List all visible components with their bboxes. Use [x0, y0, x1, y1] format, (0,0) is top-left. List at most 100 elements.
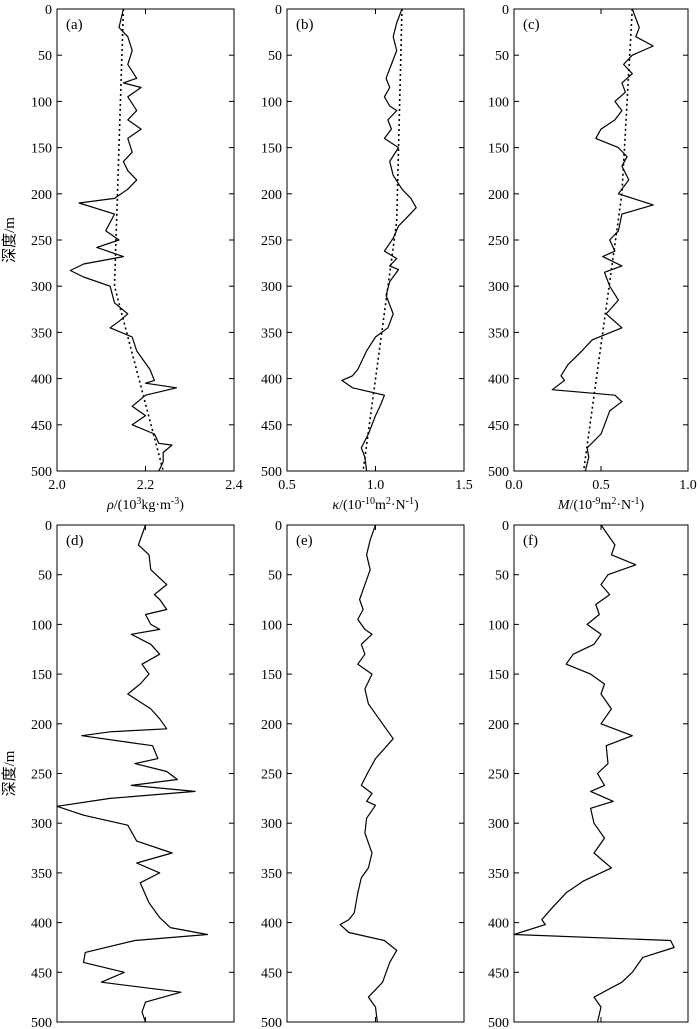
x-axis-label-part: -9	[592, 496, 600, 507]
y-tick-label: 250	[31, 234, 52, 249]
x-axis-label-part: 2	[611, 496, 616, 507]
y-tick-label: 150	[31, 142, 52, 157]
x-axis-label-part: ·N	[391, 498, 406, 513]
y-tick-label: 50	[495, 49, 509, 64]
y-tick-label: 250	[31, 768, 52, 783]
x-tick-label: 1.0	[679, 478, 697, 493]
y-tick-label: 450	[488, 966, 509, 981]
plot-frame	[56, 524, 235, 1023]
y-tick-label: 350	[261, 867, 282, 882]
y-tick-label: 500	[31, 1016, 52, 1029]
y-tick-label: 450	[31, 419, 52, 434]
y-tick-label: 250	[261, 234, 282, 249]
y-tick-label: 300	[488, 817, 509, 832]
y-axis-label: 深度/m	[1, 217, 18, 263]
data-line	[551, 8, 654, 472]
x-tick-label: 1.5	[455, 478, 473, 493]
panel-label: (e)	[296, 533, 313, 549]
panel-3: 050100150200250300350400450500−0.050.000…	[1, 519, 235, 1029]
data-line	[341, 8, 417, 472]
x-axis-label-part: ·N	[616, 498, 631, 513]
x-axis-label-part: -1	[631, 496, 639, 507]
y-tick-label: 500	[31, 465, 52, 480]
y-tick-label: 50	[495, 569, 509, 584]
y-tick-label: 500	[488, 1016, 509, 1029]
trend-line	[113, 8, 164, 472]
y-tick-label: 200	[488, 188, 509, 203]
x-tick-label: 0.5	[278, 478, 296, 493]
y-tick-label: 200	[31, 188, 52, 203]
y-tick-label: 400	[261, 373, 282, 388]
y-tick-label: 50	[268, 569, 282, 584]
plot-frame	[286, 8, 465, 472]
y-tick-label: 0	[45, 519, 52, 534]
trend-line	[362, 8, 403, 472]
y-tick-label: 300	[261, 817, 282, 832]
x-axis-label-part: )	[414, 498, 419, 513]
y-tick-label: 0	[275, 3, 282, 18]
trend-line	[582, 8, 634, 472]
y-tick-label: 100	[488, 95, 509, 110]
y-tick-label: 350	[31, 326, 52, 341]
x-axis-label-part: 2	[386, 496, 391, 507]
x-axis-label-part: kg·m	[141, 498, 171, 513]
y-tick-label: 400	[488, 373, 509, 388]
data-line	[339, 524, 398, 1023]
y-tick-label: 300	[488, 280, 509, 295]
x-axis-label-part: )	[179, 498, 184, 513]
panel-label: (d)	[66, 533, 84, 549]
x-axis-label-part: κ	[332, 498, 339, 513]
plot-frame	[513, 524, 689, 1023]
x-axis-label-part: 3	[136, 496, 141, 507]
y-tick-label: 350	[488, 326, 509, 341]
y-tick-label: 500	[261, 1016, 282, 1029]
y-tick-label: 500	[261, 465, 282, 480]
x-axis-label-part: M	[557, 498, 571, 513]
y-tick-label: 300	[31, 280, 52, 295]
x-axis-label-part: m	[375, 498, 386, 513]
y-axis-label: 深度/m	[1, 750, 18, 796]
plot-frame	[286, 524, 465, 1023]
y-tick-label: 300	[31, 817, 52, 832]
x-axis-label: M/(10-9m2·N-1)	[557, 496, 645, 514]
x-tick-label: 1.0	[367, 478, 385, 493]
panel-label: (b)	[296, 17, 314, 33]
y-tick-label: 400	[31, 373, 52, 388]
y-tick-label: 200	[261, 718, 282, 733]
data-line	[513, 524, 675, 1023]
y-tick-label: 250	[488, 234, 509, 249]
y-tick-label: 100	[261, 95, 282, 110]
x-axis-label: ρ/(103kg·m-3)	[106, 496, 184, 514]
y-tick-label: 50	[268, 49, 282, 64]
y-tick-label: 100	[488, 618, 509, 633]
y-tick-label: 350	[261, 326, 282, 341]
x-axis-label-part: /(10	[570, 498, 593, 513]
x-axis-label-part: -3	[171, 496, 179, 507]
x-axis-label-part: )	[639, 498, 644, 513]
y-tick-label: 250	[261, 768, 282, 783]
x-axis-label-part: ρ	[106, 498, 114, 513]
panel-4: 050100150200250300350400450500−0.50.00.5…	[261, 519, 465, 1029]
y-tick-label: 200	[261, 188, 282, 203]
x-tick-label: 0.0	[505, 478, 523, 493]
y-tick-label: 250	[488, 768, 509, 783]
y-tick-label: 0	[502, 519, 509, 534]
y-tick-label: 0	[275, 519, 282, 534]
data-line	[69, 8, 178, 472]
y-tick-label: 400	[31, 917, 52, 932]
panel-label: (c)	[523, 17, 540, 33]
y-tick-label: 150	[31, 668, 52, 683]
x-axis-label-part: -10	[362, 496, 375, 507]
y-tick-label: 150	[488, 142, 509, 157]
y-tick-label: 150	[261, 142, 282, 157]
y-tick-label: 150	[488, 668, 509, 683]
y-tick-label: 400	[488, 917, 509, 932]
panel-5: 050100150200250300350400450500−0.50.00.5…	[488, 519, 689, 1029]
y-tick-label: 350	[31, 867, 52, 882]
y-tick-label: 450	[261, 419, 282, 434]
y-tick-label: 100	[261, 618, 282, 633]
y-tick-label: 50	[38, 49, 52, 64]
